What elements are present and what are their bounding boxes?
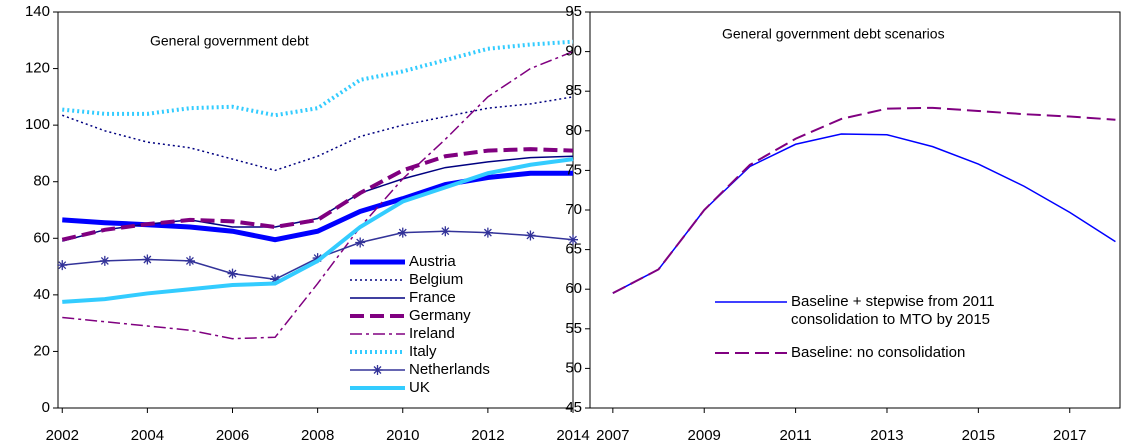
x-tick-label: 2002 <box>46 427 79 444</box>
series-marker <box>525 230 536 241</box>
y-tick-label: 0 <box>42 399 50 416</box>
legend-label: UK <box>409 379 430 396</box>
series-line <box>62 155 574 242</box>
series-marker <box>227 268 238 279</box>
series-marker <box>184 255 195 266</box>
y-tick-label: 120 <box>25 60 50 77</box>
y-tick-label: 85 <box>565 82 582 99</box>
y-tick-label: 90 <box>565 43 582 60</box>
x-tick-label: 2011 <box>779 427 811 444</box>
x-tick-label: 2006 <box>216 427 249 444</box>
x-tick-label: 2007 <box>596 427 629 444</box>
y-tick-label: 65 <box>565 241 582 258</box>
series-line <box>61 147 574 242</box>
legend-label: Belgium <box>409 271 463 288</box>
legend-label: Germany <box>409 307 471 324</box>
y-tick-label: 40 <box>33 286 50 303</box>
legend-label: Austria <box>409 253 456 270</box>
series-marker <box>99 255 110 266</box>
series-marker <box>568 234 578 245</box>
series-line <box>61 96 574 172</box>
annotation: General government debt <box>150 33 309 49</box>
x-tick-label: 2009 <box>688 427 721 444</box>
y-tick-label: 95 <box>565 3 582 20</box>
series-line <box>62 157 574 304</box>
series-marker <box>482 227 493 238</box>
legend-label: Italy <box>409 343 437 360</box>
legend-label: Baseline: no consolidation <box>791 344 965 361</box>
x-tick-label: 2008 <box>301 427 334 444</box>
series-line <box>62 50 574 340</box>
series-marker <box>270 274 281 285</box>
series-line <box>612 106 1116 295</box>
x-tick-label: 2004 <box>131 427 164 444</box>
y-tick-label: 60 <box>33 229 50 246</box>
series-marker <box>312 253 323 264</box>
series-line <box>62 170 573 243</box>
y-tick-label: 50 <box>565 359 582 376</box>
y-tick-label: 80 <box>565 122 582 139</box>
y-tick-label: 75 <box>565 161 582 178</box>
y-tick-label: 55 <box>565 320 582 337</box>
y-tick-label: 100 <box>25 116 50 133</box>
annotation: General government debt scenarios <box>722 26 945 42</box>
plot-frame <box>57 11 574 409</box>
y-tick-label: 45 <box>565 399 582 416</box>
legend-label: Netherlands <box>409 361 490 378</box>
legend-label: France <box>409 289 456 306</box>
series-marker <box>355 237 366 248</box>
series-line <box>612 133 1116 294</box>
x-tick-label: 2012 <box>471 427 504 444</box>
x-tick-label: 2014 <box>556 427 589 444</box>
x-tick-label: 2013 <box>870 427 903 444</box>
legend-marker <box>372 365 383 375</box>
series-marker <box>397 227 408 238</box>
x-tick-label: 2015 <box>962 427 995 444</box>
x-tick-label: 2017 <box>1053 427 1086 444</box>
y-tick-label: 140 <box>25 3 50 20</box>
y-tick-label: 70 <box>565 201 582 218</box>
series-marker <box>57 260 68 271</box>
series-marker <box>440 226 451 237</box>
legend-label: Baseline + stepwise from 2011 consolidati… <box>791 293 995 328</box>
y-tick-label: 20 <box>33 342 50 359</box>
y-tick-label: 60 <box>565 280 582 297</box>
legend-label: Ireland <box>409 325 455 342</box>
series-marker <box>142 254 153 265</box>
x-tick-label: 2010 <box>386 427 419 444</box>
series-line <box>62 39 574 118</box>
y-tick-label: 80 <box>33 173 50 190</box>
